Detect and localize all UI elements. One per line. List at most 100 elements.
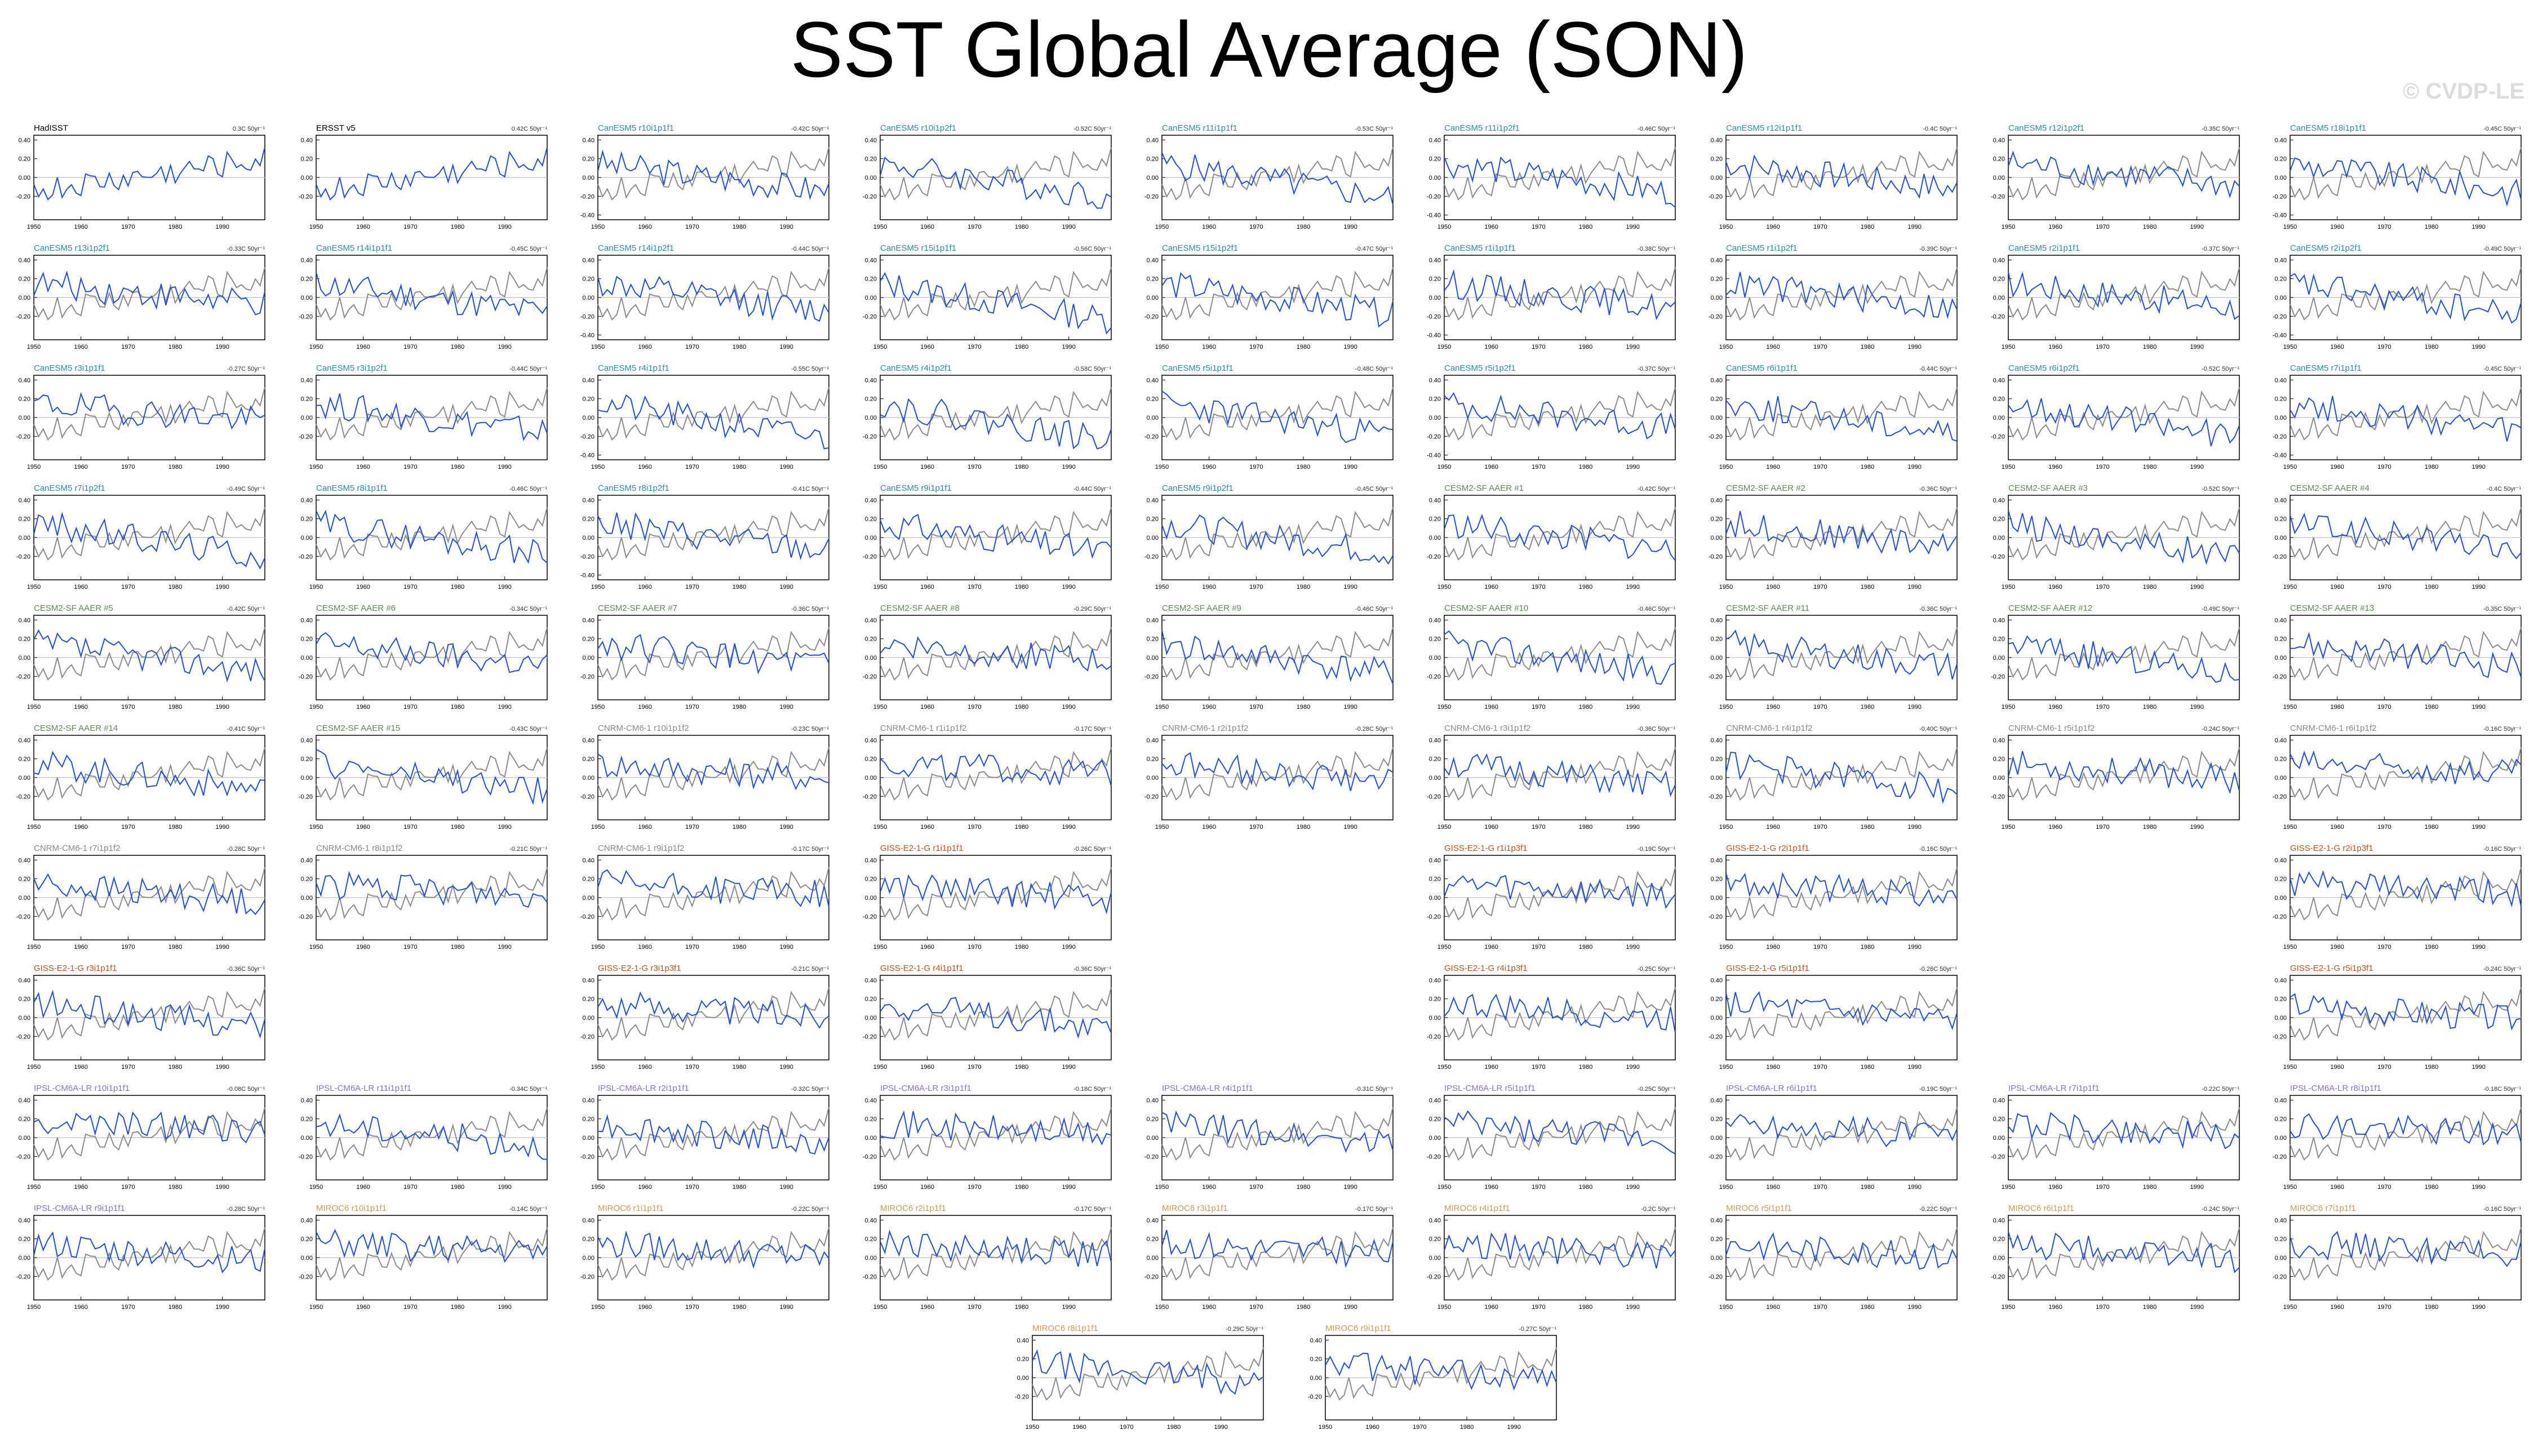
- y-tick-label: -0.20: [863, 433, 877, 440]
- panel: CanESM5 r12i1p1f1 -0.4C 50yr⁻¹ 0.40 0.20 0.0…: [1709, 123, 1958, 230]
- y-tick-label: -0.40: [2273, 212, 2287, 219]
- panel: MIROC6 r5i1p1f1 -0.22C 50yr⁻¹ 0.40 0.20 0.00…: [1709, 1204, 1958, 1311]
- x-tick-label: 1980: [2425, 464, 2438, 470]
- panel: CanESM5 r15i1p1f1 -0.56C 50yr⁻¹ 0.40 0.20 0.…: [863, 243, 1112, 350]
- x-tick-label: 1970: [2377, 824, 2391, 831]
- x-tick-label: 1960: [1484, 344, 1498, 350]
- observed-series-line: [1444, 627, 1676, 681]
- panel: IPSL-CM6A-LR r9i1p1f1 -0.28C 50yr⁻¹ 0.40 0.…: [16, 1204, 265, 1311]
- x-tick-label: 1970: [121, 1064, 135, 1071]
- x-tick-label: 1980: [1015, 1304, 1028, 1311]
- x-tick-label: 1970: [968, 824, 981, 831]
- panel-trend: -0.36C 50yr⁻¹: [791, 606, 829, 612]
- y-tick-label: 0.40: [1147, 1217, 1159, 1224]
- x-tick-label: 1960: [2048, 1304, 2062, 1311]
- x-tick-label: 1990: [1907, 224, 1921, 230]
- x-tick-label: 1980: [1297, 224, 1310, 230]
- panel: MIROC6 r1i1p1f1 -0.22C 50yr⁻¹ 0.40 0.20 0.00…: [580, 1204, 829, 1311]
- y-tick-label: -0.20: [299, 553, 313, 560]
- x-tick-label: 1990: [1062, 1064, 1075, 1071]
- x-tick-label: 1970: [121, 344, 135, 350]
- panel-trend: -0.24C 50yr⁻¹: [2202, 1206, 2239, 1213]
- panel-title: CNRM-CM6-1 r7i1p1f2: [34, 844, 120, 853]
- x-tick-label: 1960: [1766, 944, 1780, 951]
- panel-trend: -0.24C 50yr⁻¹: [2483, 966, 2521, 973]
- x-tick-label: 1970: [2377, 1064, 2391, 1071]
- y-tick-label: -0.20: [1427, 553, 1441, 560]
- observed-series-line: [1444, 267, 1676, 321]
- y-tick-label: 0.00: [583, 1015, 594, 1022]
- y-tick-label: 0.40: [1429, 377, 1441, 384]
- y-tick-label: 0.20: [865, 1116, 877, 1123]
- y-tick-label: 0.40: [301, 857, 313, 864]
- panel-title: IPSL-CM6A-LR r10i1p1f1: [34, 1084, 130, 1093]
- x-tick-label: 1970: [1532, 1304, 1545, 1311]
- model-series-line: [2008, 1112, 2240, 1149]
- x-tick-label: 1980: [733, 1304, 746, 1311]
- x-tick-label: 1950: [1437, 584, 1451, 591]
- panel-trend: -0.33C 50yr⁻¹: [227, 246, 265, 252]
- x-tick-label: 1960: [1766, 584, 1780, 591]
- x-tick-label: 1950: [2002, 824, 2015, 831]
- panel-trend: -0.46C 50yr⁻¹: [1355, 606, 1393, 612]
- x-tick-label: 1990: [779, 1304, 793, 1311]
- panel-title: GISS-E2-1-G r5i1p3f1: [2290, 964, 2373, 973]
- x-tick-label: 1970: [403, 464, 417, 470]
- panel-trend: -0.42C 50yr⁻¹: [1638, 486, 1675, 492]
- y-tick-label: 0.40: [865, 1217, 877, 1224]
- y-tick-label: 0.20: [1711, 876, 1723, 883]
- x-tick-label: 1990: [1907, 704, 1921, 711]
- y-tick-label: 0.00: [1711, 295, 1723, 301]
- panel-trend: -0.34C 50yr⁻¹: [509, 1086, 547, 1093]
- y-tick-label: 0.00: [19, 1255, 30, 1262]
- x-tick-label: 1990: [1626, 344, 1639, 350]
- panel-title: CanESM5 r2i1p1f1: [2008, 243, 2080, 253]
- x-tick-label: 1970: [1532, 584, 1545, 591]
- x-tick-label: 1990: [2190, 344, 2203, 350]
- x-tick-label: 1960: [1484, 224, 1498, 230]
- y-tick-label: 0.20: [1017, 1356, 1029, 1363]
- y-tick-label: -0.20: [1991, 433, 2005, 440]
- y-tick-label: 0.00: [1429, 1135, 1441, 1142]
- panel-trend: -0.41C 50yr⁻¹: [227, 726, 265, 733]
- x-tick-label: 1970: [2377, 584, 2391, 591]
- panel: IPSL-CM6A-LR r10i1p1f1 -0.08C 50yr⁻¹ 0.40 0…: [16, 1084, 265, 1191]
- x-tick-label: 1960: [1202, 1304, 1215, 1311]
- x-tick-label: 1980: [2425, 1064, 2438, 1071]
- y-tick-label: 0.40: [583, 377, 594, 384]
- panel-title: CanESM5 r4i1p1f1: [598, 363, 669, 373]
- x-tick-label: 1950: [27, 824, 41, 831]
- panel-trend: -0.29C 50yr⁻¹: [1073, 606, 1111, 612]
- x-tick-label: 1990: [1907, 344, 1921, 350]
- x-tick-label: 1980: [1861, 944, 1874, 951]
- x-tick-label: 1950: [1437, 1304, 1451, 1311]
- panel-title: GISS-E2-1-G r3i1p1f1: [34, 964, 117, 973]
- observed-series-line: [1725, 1227, 1958, 1281]
- y-tick-label: 0.00: [1711, 655, 1723, 662]
- x-tick-label: 1980: [2425, 1304, 2438, 1311]
- x-tick-label: 1960: [1484, 944, 1498, 951]
- x-tick-label: 1970: [2096, 224, 2109, 230]
- x-tick-label: 1980: [1861, 824, 1874, 831]
- y-tick-label: 0.20: [2275, 156, 2287, 163]
- panel: CanESM5 r9i1p2f1 -0.45C 50yr⁻¹ 0.40 0.20 0.0…: [1144, 483, 1394, 591]
- y-tick-label: 0.40: [1711, 377, 1723, 384]
- y-tick-label: 0.40: [19, 737, 30, 744]
- model-series-line: [33, 751, 265, 797]
- observed-series-line: [1161, 747, 1394, 801]
- x-tick-label: 1980: [1861, 1064, 1874, 1071]
- panel-title: CanESM5 r4i1p2f1: [880, 363, 952, 373]
- x-tick-label: 1970: [403, 944, 417, 951]
- x-tick-label: 1980: [1015, 344, 1028, 350]
- panel: CanESM5 r1i1p2f1 -0.39C 50yr⁻¹ 0.40 0.20 0.0…: [1709, 243, 1958, 350]
- panel-trend: -0.45C 50yr⁻¹: [1355, 486, 1393, 492]
- x-tick-label: 1970: [968, 344, 981, 350]
- y-tick-label: 0.00: [301, 415, 313, 421]
- x-tick-label: 1980: [733, 704, 746, 711]
- y-tick-label: 0.40: [1711, 1097, 1723, 1104]
- x-tick-label: 1970: [685, 824, 699, 831]
- panel: CESM2-SF AAER #7 -0.36C 50yr⁻¹ 0.40 0.20 0.0…: [580, 603, 829, 711]
- y-tick-label: 0.00: [1711, 775, 1723, 782]
- x-tick-label: 1960: [2048, 824, 2062, 831]
- x-tick-label: 1960: [920, 1304, 934, 1311]
